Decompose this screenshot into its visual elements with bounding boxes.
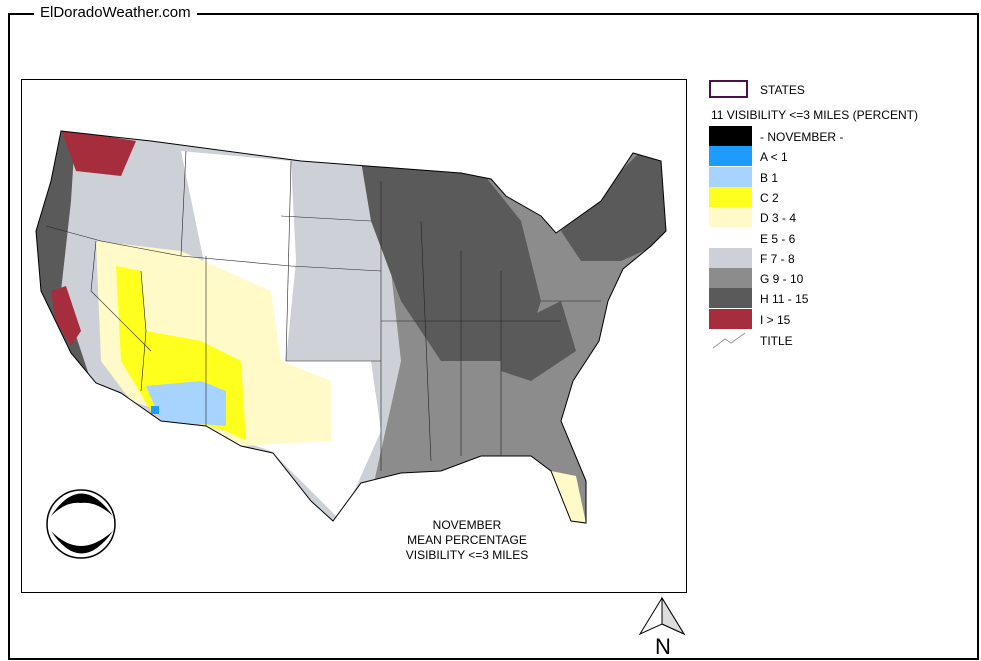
us-outline [35,130,667,524]
legend-swatch [709,146,752,167]
caption-measure: MEAN PERCENTAGE [407,533,527,547]
outer-frame [8,13,979,660]
states-swatch [709,80,748,98]
legend-heading-text: 11 VISIBILITY <=3 MILES (PERCENT) [711,108,918,122]
legend-label: D 3 - 4 [760,211,797,226]
region-d-florida [551,471,586,523]
region-a [151,406,159,414]
legend-label: - NOVEMBER - [760,130,844,144]
region-h-northeast [561,151,666,261]
noaa-logo [46,489,116,559]
legend-label: H 11 - 15 [760,292,809,307]
legend-swatch [709,268,752,289]
legend-label: B 1 [760,170,779,185]
caption-month: NOVEMBER [432,518,502,532]
north-label: N [655,634,671,658]
region-h-midwest [361,161,541,361]
title-line-icon [712,332,746,349]
legend-label: A < 1 [760,150,788,165]
region-i-california [51,286,81,346]
us-visibility-map [35,130,667,559]
legend-label: I > 15 [760,312,791,327]
map-caption: NOVEMBER MEAN PERCENTAGE VISIBILITY <=3 … [392,518,542,563]
site-title: ElDoradoWeather.com [34,4,197,21]
legend-label: F 7 - 8 [760,251,795,266]
north-arrow-icon: N [638,596,686,658]
map-panel: NOVEMBER MEAN PERCENTAGE VISIBILITY <=3 … [21,79,687,593]
legend-label: C 2 [760,190,779,205]
legend-label: TITLE [760,334,793,348]
state-lines [45,150,601,471]
legend-label: STATES [760,83,805,97]
legend-swatch [709,308,752,329]
legend-label: E 5 - 6 [760,231,796,246]
legend-swatch [709,288,752,309]
legend-swatch [709,126,752,146]
legend-swatch [709,207,752,228]
legend-swatch [709,186,752,207]
caption-variable: VISIBILITY <=3 MILES [405,548,529,562]
legend-label: G 9 - 10 [760,272,804,287]
map-regions [36,131,666,523]
legend-swatch [709,166,752,187]
legend-swatch [709,247,752,268]
region-i-washington [61,131,136,176]
legend-swatch [709,227,752,248]
